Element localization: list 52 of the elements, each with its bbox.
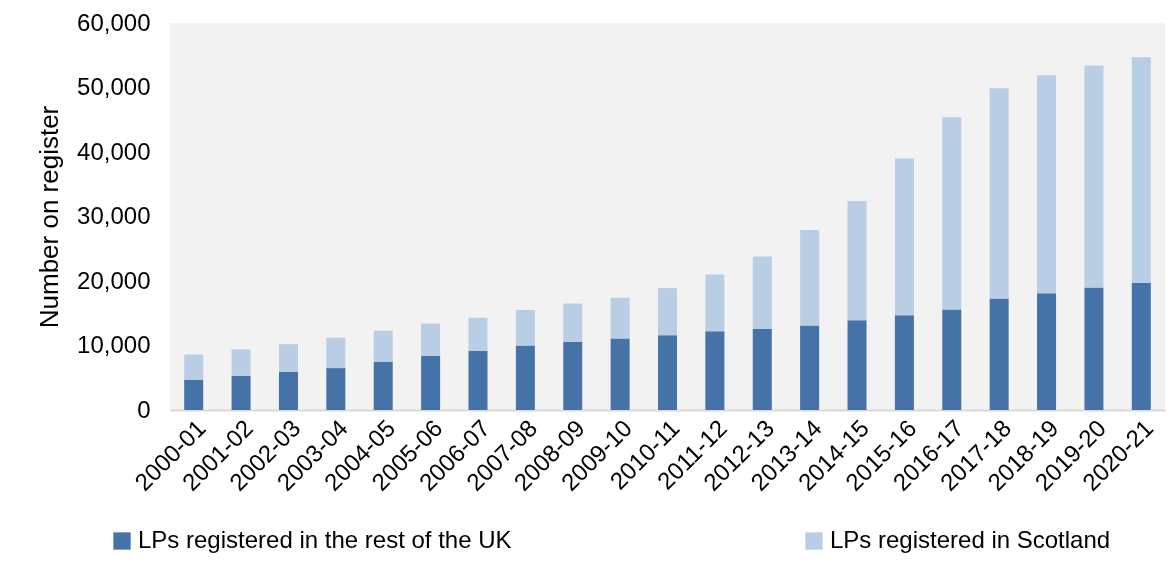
y-tick-label: 20,000 — [77, 266, 151, 294]
bar — [942, 309, 962, 410]
bar — [1084, 287, 1104, 410]
bar — [278, 371, 298, 410]
bar — [989, 88, 1009, 299]
bar — [231, 375, 251, 410]
y-tick-label: 40,000 — [77, 137, 151, 165]
legend-label: LPs registered in the rest of the UK — [138, 526, 512, 553]
bar — [752, 328, 772, 410]
bar — [468, 350, 488, 410]
bar — [468, 317, 488, 351]
bar — [1131, 282, 1151, 410]
bar — [326, 337, 346, 369]
bar — [847, 320, 867, 410]
bar — [515, 345, 535, 410]
bar — [658, 335, 677, 410]
bar — [421, 355, 441, 410]
bar — [989, 298, 1009, 410]
bar — [373, 330, 393, 362]
bar — [278, 344, 298, 372]
bar — [184, 379, 204, 410]
bar — [752, 256, 772, 329]
y-tick-label: 0 — [137, 395, 151, 423]
bar — [610, 297, 630, 339]
bar — [658, 288, 677, 336]
bar — [800, 325, 820, 410]
bar — [1037, 75, 1057, 294]
bar — [894, 315, 914, 410]
y-tick-label: 60,000 — [77, 8, 151, 36]
bar — [1037, 293, 1057, 410]
bar — [705, 274, 725, 332]
y-axis-title: Number on register — [34, 105, 65, 329]
bar — [326, 368, 346, 410]
bar — [847, 201, 867, 321]
bar — [894, 158, 914, 316]
bar — [563, 303, 583, 342]
legend-label: LPs registered in Scotland — [830, 526, 1111, 553]
y-tick-label: 10,000 — [77, 331, 151, 358]
bar — [800, 230, 820, 326]
bar — [373, 361, 393, 410]
bar — [231, 349, 251, 376]
y-tick-label: 30,000 — [77, 202, 151, 229]
bar — [515, 310, 535, 346]
bar — [184, 354, 204, 380]
bar — [705, 331, 725, 410]
bar — [610, 338, 630, 410]
bar — [1084, 65, 1104, 288]
bar — [942, 117, 962, 310]
bar — [1131, 57, 1151, 283]
y-tick-label: 50,000 — [77, 73, 151, 100]
bar — [563, 341, 583, 410]
bar — [421, 323, 441, 356]
